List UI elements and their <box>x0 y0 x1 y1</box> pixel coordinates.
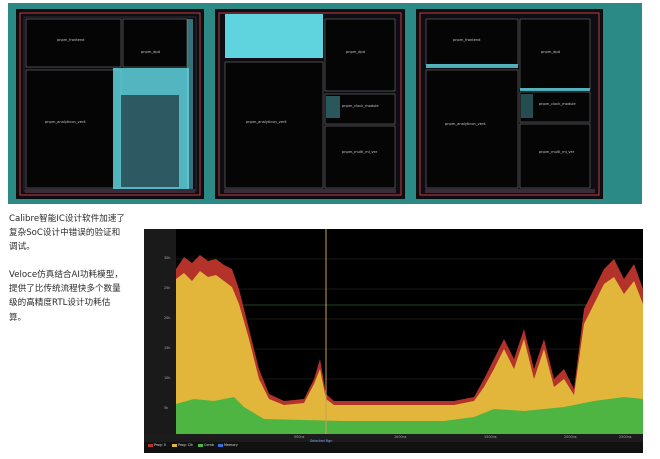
y-tick: 20k <box>164 316 171 320</box>
block-label-dpd: pnpm_dpd <box>541 50 560 54</box>
caption-veloce: Veloce仿真结合AI功耗模型，提供了比传统流程快多个数量级的高精度RTL设计… <box>9 270 123 323</box>
block-label-clock: pnpm_clock_module <box>342 104 379 108</box>
block-label-dpd: pnpm_dpd <box>346 50 365 54</box>
layout-view-right <box>419 12 600 196</box>
y-tick: 15k <box>164 346 171 350</box>
x-tick: 500ns <box>294 435 305 439</box>
block-label-multi: pnpm_multi_ml_ver <box>342 150 378 154</box>
block-label-dpd: pnpm_dpd <box>141 50 160 54</box>
layout-panel-right: pnpm_frontend pnpm_dpd pnpm_analyticon_v… <box>416 9 603 199</box>
legend-item-prog-0: Prog: 0 <box>148 443 166 447</box>
x-tick: 1000ns <box>394 435 407 439</box>
block-label-clock: pnpm_clock_module <box>539 102 576 106</box>
block-label-frontend: pnpm_frontend <box>57 38 85 42</box>
y-tick: 10k <box>164 376 171 380</box>
cursor-label: Selected Rgn <box>310 439 333 443</box>
layout-view-middle <box>218 12 402 196</box>
layout-view-left <box>19 12 201 196</box>
caption-calibre: Calibre智能IC设计软件加速了复杂SoC设计中错误的验证和调试。 <box>9 214 126 253</box>
layout-panel-middle: pnpm_dpd pnpm_analyticon_ver4 pnpm_clock… <box>215 9 405 199</box>
power-waveform-viewer: 30k 25k 20k 15k 10k 5k 500ns 1000ns 1500… <box>144 229 643 453</box>
x-tick: 2500ns <box>619 435 632 439</box>
legend-item-memory: Memory <box>218 443 238 447</box>
x-tick: 2000ns <box>564 435 577 439</box>
block-label-frontend: pnpm_frontend <box>453 38 481 42</box>
y-tick: 25k <box>164 286 171 290</box>
block-label-multi: pnpm_multi_ml_ver <box>539 150 575 154</box>
layout-panel-left: pnpm_frontend pnpm_dpd pnpm_analyticon_v… <box>16 9 204 199</box>
power-waveform-plot <box>144 229 643 453</box>
legend-item-comb: Comb <box>198 443 214 447</box>
legend-item-prog-clk: Prog: Clk <box>172 443 193 447</box>
block-label-analytic: pnpm_analyticon_ver4 <box>45 120 86 124</box>
y-tick: 5k <box>164 406 169 410</box>
y-tick: 30k <box>164 256 171 260</box>
block-label-analytic: pnpm_analyticon_ver4 <box>246 120 287 124</box>
x-tick: 1500ns <box>484 435 497 439</box>
block-label-analytic: pnpm_analyticon_ver4 <box>445 122 486 126</box>
